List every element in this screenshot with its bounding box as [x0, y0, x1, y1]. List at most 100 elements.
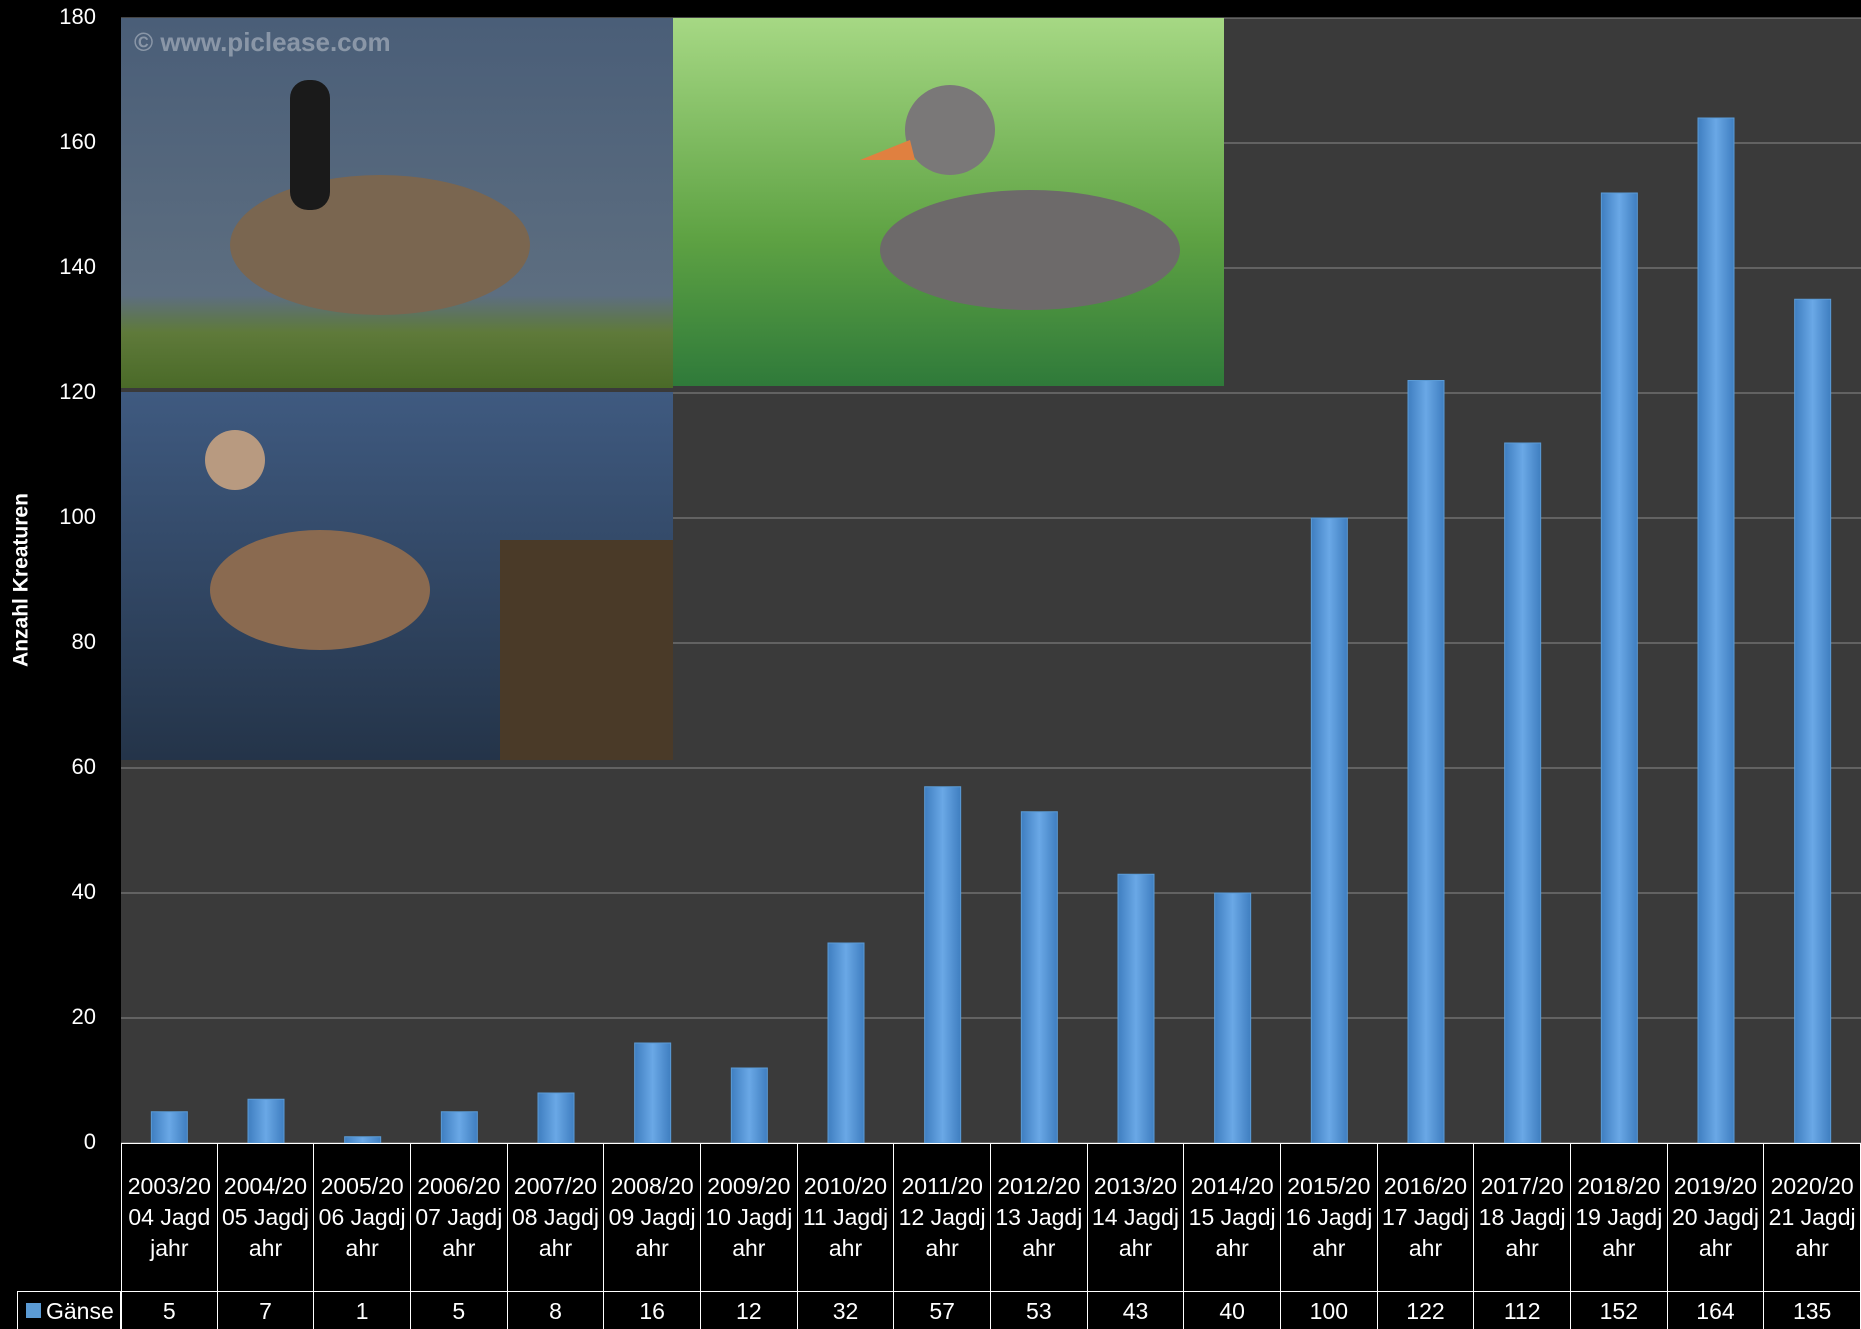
table-value-text: 112 [1503, 1297, 1541, 1324]
table-value-text: 5 [162, 1297, 176, 1324]
x-tick-label: 2016/2017 Jagdjahr [1377, 1143, 1475, 1291]
table-value: 43 [1087, 1291, 1185, 1329]
table-value: 8 [507, 1291, 605, 1329]
y-axis-label: Anzahl Kreaturen [10, 493, 33, 667]
x-tick-label-text: 2007/2008 Jagdjahr [512, 1173, 599, 1261]
table-value-text: 7 [259, 1297, 272, 1324]
x-tick-label-text: 2005/2006 Jagdjahr [318, 1173, 406, 1261]
table-value: 5 [411, 1291, 508, 1329]
goose-body [210, 530, 430, 650]
bar [1117, 873, 1155, 1144]
x-tick-label-text: 2011/2012 Jagdjahr [898, 1173, 986, 1261]
bar [247, 1098, 285, 1144]
y-tick-label: 40 [72, 879, 96, 904]
x-tick-label: 2008/2009 Jagdjahr [604, 1143, 701, 1291]
table-value: 122 [1377, 1291, 1475, 1329]
bar [827, 942, 865, 1144]
bar [1697, 117, 1735, 1144]
y-tick-label: 160 [59, 129, 96, 154]
driftwood [500, 540, 673, 760]
table-value: 152 [1571, 1291, 1668, 1329]
table-value: 112 [1474, 1291, 1571, 1329]
table-value-text: 43 [1122, 1297, 1149, 1324]
photos: © www.piclease.com [121, 18, 1224, 760]
y-tick-label: 20 [72, 1004, 96, 1029]
table-value: 57 [894, 1291, 991, 1329]
bar [150, 1111, 188, 1144]
goose-head [905, 85, 995, 175]
x-tick-label-text: 2014/2015 Jagdjahr [1188, 1173, 1276, 1261]
x-tick-label-text: 2004/2005 Jagdjahr [222, 1173, 309, 1261]
table-value-text: 12 [736, 1297, 762, 1324]
x-tick-label: 2007/2008 Jagdjahr [507, 1143, 605, 1291]
table-value-text: 53 [1026, 1297, 1052, 1324]
y-tick-label: 80 [72, 629, 96, 654]
bar [730, 1067, 768, 1144]
bar [1407, 380, 1445, 1144]
goose-body [880, 190, 1180, 310]
x-tick-label: 2009/2010 Jagdjahr [701, 1143, 798, 1291]
x-tick-label: 2020/2021 Jagdjahr [1764, 1143, 1861, 1291]
x-tick-label-text: 2008/2009 Jagdjahr [608, 1173, 696, 1261]
x-tick-label-text: 2010/2011 Jagdjahr [802, 1173, 889, 1261]
goose-head [205, 430, 265, 490]
bar [1794, 298, 1832, 1144]
table-value: 135 [1764, 1291, 1861, 1329]
x-tick-label-text: 2018/2019 Jagdjahr [1575, 1173, 1663, 1261]
table-value-text: 135 [1792, 1297, 1832, 1324]
bar [634, 1042, 672, 1144]
table-value-text: 40 [1219, 1297, 1245, 1324]
table-value-text: 1 [355, 1297, 369, 1324]
x-tick-label-text: 2009/2010 Jagdjahr [705, 1173, 793, 1261]
y-tick-label: 180 [59, 4, 96, 29]
x-tick-label: 2015/2016 Jagdjahr [1281, 1143, 1378, 1291]
table-value-text: 32 [832, 1297, 859, 1324]
x-tick-label-text: 2012/2013 Jagdjahr [995, 1173, 1083, 1261]
table-value: 1 [314, 1291, 411, 1329]
table-value: 5 [121, 1291, 218, 1329]
legend-cell: Gänse [17, 1291, 121, 1329]
x-tick-label: 2017/2018 Jagdjahr [1474, 1143, 1571, 1291]
table-value: 12 [701, 1291, 798, 1329]
y-tick-label: 120 [59, 379, 96, 404]
watermark: © www.piclease.com [134, 27, 391, 57]
bar [440, 1111, 478, 1144]
bar [1214, 892, 1252, 1144]
bar [537, 1092, 575, 1144]
x-tick-label: 2011/2012 Jagdjahr [894, 1143, 991, 1291]
x-tick-label: 2013/2014 Jagdjahr [1087, 1143, 1185, 1291]
table-value-text: 152 [1599, 1297, 1639, 1324]
table-value-text: 122 [1406, 1297, 1445, 1324]
y-tick-label: 60 [72, 754, 96, 779]
x-tick-label: 2014/2015 Jagdjahr [1184, 1143, 1281, 1291]
x-tick-label-text: 2020/2021 Jagdjahr [1768, 1173, 1856, 1261]
x-tick-label-text: 2015/2016 Jagdjahr [1285, 1173, 1373, 1261]
y-tick-label: 100 [59, 504, 96, 529]
legend-label: Gänse [46, 1297, 114, 1324]
bar [1600, 192, 1638, 1144]
table-value-text: 57 [929, 1297, 955, 1324]
x-tick-label-text: 2019/2020 Jagdjahr [1672, 1173, 1759, 1261]
x-tick-label-text: 2016/2017 Jagdjahr [1382, 1173, 1469, 1261]
bar [924, 786, 962, 1144]
table-value: 40 [1184, 1291, 1281, 1329]
table-value-text: 16 [639, 1297, 665, 1324]
x-tick-label: 2003/2004 Jagdjahr [121, 1143, 218, 1291]
table-value: 53 [991, 1291, 1088, 1329]
x-tick-label: 2018/2019 Jagdjahr [1571, 1143, 1668, 1291]
x-tick-label: 2006/2007 Jagdjahr [411, 1143, 508, 1291]
goose-body [230, 175, 530, 315]
x-tick-label: 2019/2020 Jagdjahr [1667, 1143, 1765, 1291]
table-value-text: 164 [1696, 1297, 1735, 1324]
goose-beak [860, 140, 915, 160]
goose-neck [290, 80, 330, 210]
table-value: 164 [1667, 1291, 1765, 1329]
table-value-text: 5 [452, 1297, 466, 1324]
table-value: 16 [604, 1291, 701, 1329]
x-tick-label-text: 2006/2007 Jagdjahr [415, 1173, 503, 1261]
bar [1310, 517, 1348, 1144]
x-tick-label: 2012/2013 Jagdjahr [991, 1143, 1088, 1291]
x-tick-label-text: 2003/2004 Jagdjahr [127, 1173, 211, 1261]
